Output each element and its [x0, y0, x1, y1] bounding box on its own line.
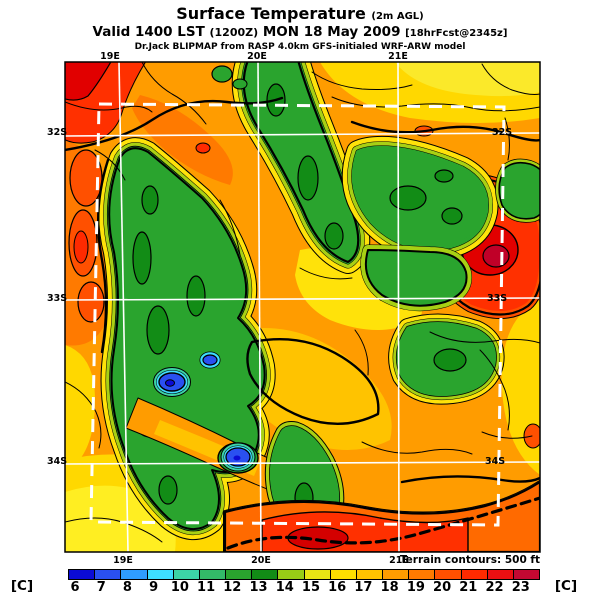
title-suffix: (2m AGL) [371, 11, 424, 22]
colorbar-tick-label: 6 [70, 580, 80, 595]
colorbar-tick-label: 15 [301, 580, 321, 595]
hot-region-bottom [223, 480, 540, 552]
model-attribution-line: Dr.Jack BLIPMAP from RASP 4.0km GFS-init… [134, 42, 466, 52]
colorbar-cell [409, 570, 436, 579]
lat-label-right-32s: 32S [491, 127, 513, 138]
colorbar-tick-label: 7 [96, 580, 106, 595]
lon-label-top-19e: 19E [100, 51, 120, 62]
lat-label-left-32s: 32S [46, 127, 68, 138]
colorbar-cell [356, 570, 384, 579]
colorbar-cell [199, 570, 227, 579]
cool-region-upper-right [341, 135, 499, 312]
colorbar-cell [383, 570, 410, 579]
colorbar-tick-label: 23 [511, 580, 530, 595]
colorbar-cell [461, 570, 488, 579]
map-frame [64, 61, 541, 553]
lat-label-right-33s: 33S [486, 293, 508, 304]
colorbar-tick-label: 13 [249, 580, 268, 595]
colorbar-tick-label: 18 [380, 580, 399, 595]
lon-label-bottom-19e: 19E [113, 555, 133, 566]
colorbar-cell [278, 570, 305, 579]
valid-time-line: Valid 1400 LST (1200Z) MON 18 May 2009 [… [0, 24, 600, 40]
terrain-contours-note: Terrain contours: 500 ft [399, 554, 540, 566]
latlon-grid-lines [64, 61, 541, 553]
colorbar-tick-label: 16 [328, 580, 347, 595]
colorbar-cell [173, 570, 200, 579]
colorbar-cell [226, 570, 253, 579]
title-text: Surface Temperature [176, 4, 366, 23]
colorbar-cell [330, 570, 357, 579]
colorbar-cell [69, 570, 96, 579]
valid-prefix: Valid 1400 LST [92, 24, 205, 40]
colorbar-cell [513, 570, 540, 579]
contour-fill-layers [65, 62, 540, 552]
colorbar-cell [487, 570, 514, 579]
lon-label-bottom-20e: 20E [251, 555, 271, 566]
lon-label-top-20e: 20E [247, 51, 267, 62]
colorbar-cell [252, 570, 279, 579]
valid-fcst: [18hrFcst@2345z] [405, 28, 508, 39]
colorbar-cell [435, 570, 462, 579]
colorbar-tick-label: 11 [197, 580, 216, 595]
lon-label-bottom-21e: 21E [389, 555, 409, 566]
colorbar-tick-label: 21 [459, 580, 478, 595]
valid-date: MON 18 May 2009 [262, 24, 401, 40]
colorbar-tick-label: 20 [433, 580, 452, 595]
cool-region-bottom-right [388, 313, 505, 405]
colorbar-tick-label: 9 [149, 580, 159, 595]
lat-label-left-33s: 33S [46, 293, 68, 304]
loose-contours [65, 62, 540, 543]
colorbar-units-right: [C] [554, 578, 578, 594]
colorbar-units-left: [C] [10, 578, 34, 594]
colorbar-tick-label: 8 [122, 580, 132, 595]
dashed-bold-contour [226, 496, 540, 550]
colorbar-tick-label: 19 [406, 580, 425, 595]
lon-label-top-21e: 21E [388, 51, 408, 62]
page-title: Surface Temperature (2m AGL) [0, 4, 600, 23]
colorbar-bar [68, 569, 540, 580]
colorbar-tick-label: 12 [223, 580, 242, 595]
colorbar-cell [147, 570, 174, 579]
lat-label-right-34s: 34S [484, 456, 506, 467]
nest-boundary-dashed [89, 102, 506, 527]
colorbar-cell [304, 570, 331, 579]
colorbar-cell [121, 570, 148, 579]
colorbar-tick-label: 14 [275, 580, 294, 595]
colorbar-cell [95, 570, 122, 579]
valid-zulu: (1200Z) [209, 26, 259, 39]
bold-contours [65, 96, 540, 484]
colorbar-tick-label: 22 [485, 580, 504, 595]
colorbar-tick-label: 17 [354, 580, 373, 595]
colorbar-tick-label: 10 [170, 580, 189, 595]
lat-label-left-34s: 34S [46, 456, 68, 467]
